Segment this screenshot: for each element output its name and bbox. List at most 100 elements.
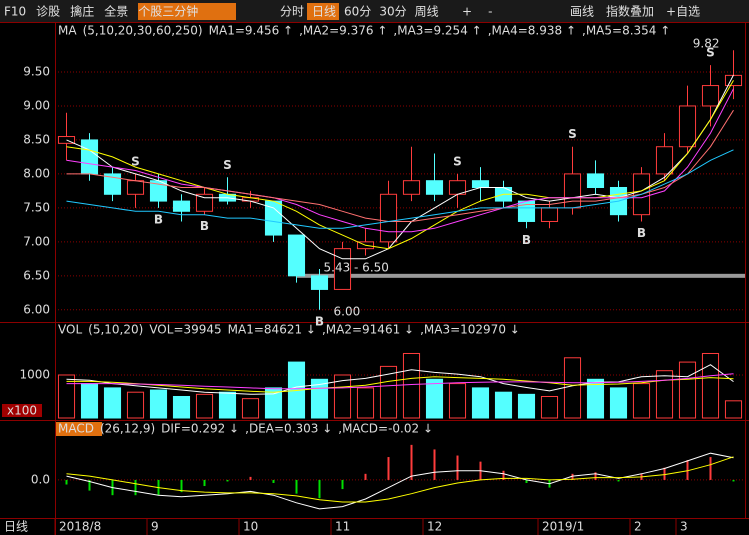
unit-box (2, 404, 42, 417)
candle-body (172, 200, 191, 212)
ma-line (66, 373, 734, 390)
toolbar-button[interactable]: F10 (4, 5, 26, 19)
volume-bar (701, 352, 720, 419)
volume-bar (494, 391, 513, 419)
indicator-params: (5,10,20) (88, 323, 143, 337)
candle-body (563, 173, 582, 209)
candle-body (540, 207, 559, 222)
toolbar-button[interactable]: 指数叠加 (606, 4, 654, 19)
signal-marker: S (223, 158, 232, 172)
footer-period[interactable]: 日线 (4, 520, 28, 534)
volume-bar (57, 374, 76, 419)
volume-bar (586, 378, 605, 419)
volume-bar (632, 383, 651, 419)
candle-body (379, 193, 398, 243)
toolbar-button[interactable]: +自选 (666, 5, 700, 19)
volume-bar (402, 352, 421, 419)
zoom-button[interactable]: - (488, 5, 492, 19)
ma-line (66, 149, 734, 229)
candle-body (425, 180, 444, 195)
legend-entry: ,MA3=102970 ↓ (420, 323, 520, 337)
legend-entry: ,MA2=9.376 ↑ (299, 24, 387, 38)
period-button[interactable]: 30分 (379, 5, 406, 19)
volume-bar (333, 374, 352, 419)
volume-bar (609, 387, 628, 419)
x-tick-label: 10 (243, 520, 258, 534)
volume-bar (471, 387, 490, 419)
candle-body (287, 234, 306, 277)
candle-body (678, 105, 697, 148)
signal-marker: B (637, 226, 646, 240)
signal-marker: S (131, 154, 140, 168)
candle-body (471, 180, 490, 188)
toolbar-button[interactable]: 诊股 (36, 5, 60, 19)
volume-bar (126, 391, 145, 419)
x-tick-label: 9 (151, 520, 159, 534)
toolbar-button[interactable]: 全景 (104, 4, 128, 19)
y-tick-label: 6.00 (23, 302, 50, 316)
candle-body (80, 139, 99, 175)
x-tick-label: 12 (427, 520, 442, 534)
candle-body (103, 173, 122, 195)
volume-bar (149, 389, 168, 419)
unit-label: x100 (7, 404, 37, 418)
volume-bar (678, 361, 697, 419)
candle-body (701, 85, 720, 107)
volume-bar (103, 387, 122, 419)
volume-bar (379, 365, 398, 419)
low-label: 6.00 (334, 304, 361, 318)
legend-entry: ,MA4=8.938 ↑ (488, 24, 576, 38)
candle-body (655, 146, 674, 175)
value-label: VOL=39945 (149, 323, 221, 337)
period-button[interactable]: 周线 (415, 5, 439, 19)
ma-line (66, 456, 734, 503)
toolbar-button[interactable]: 擒庄 (70, 4, 94, 19)
y-tick-label: 9.00 (23, 98, 50, 112)
volume-bar (724, 400, 743, 419)
y-tick-label: 1000 (19, 367, 50, 381)
legend-entry: DIF=0.292 ↓ (161, 422, 239, 436)
ma-line (66, 376, 734, 393)
volume-bar (425, 378, 444, 419)
y-tick-label: 9.50 (23, 64, 50, 78)
x-tick-label: 2 (634, 520, 642, 534)
volume-bar (540, 395, 559, 419)
zoom-button[interactable]: + (462, 5, 472, 19)
ma-line (66, 109, 734, 222)
indicator-name: VOL (58, 323, 82, 337)
legend-entry: MA1=84621 ↓ (228, 323, 316, 337)
period-button[interactable]: 分时 (280, 5, 304, 19)
y-tick-label: 7.00 (23, 234, 50, 248)
y-tick-label: 6.50 (23, 268, 50, 282)
indicator-name: MACD (58, 422, 94, 436)
signal-marker: B (200, 219, 209, 233)
volume-bar (563, 357, 582, 419)
candle-body (402, 180, 421, 195)
legend-entry: ,MA5=8.354 ↑ (582, 24, 670, 38)
candle-body (586, 173, 605, 188)
toolbar-button[interactable]: 画线 (570, 5, 594, 19)
indicator-name: MA (58, 24, 77, 38)
value-label: ,MACD=-0.02 ↓ (338, 422, 433, 436)
volume-bar (264, 387, 283, 419)
indicator-params: (26,12,9) (100, 422, 155, 436)
legend-entry: MA1=9.456 ↑ (209, 24, 293, 38)
period-button[interactable]: 日线 (312, 5, 336, 19)
volume-bar (80, 383, 99, 419)
volume-bar (517, 393, 536, 419)
x-tick-label: 11 (335, 520, 350, 534)
volume-bar (356, 387, 375, 419)
signal-marker: S (453, 154, 462, 168)
range-label: 5.43 - 6.50 (324, 260, 389, 274)
legend-entry: ,MA2=91461 ↓ (322, 323, 414, 337)
indicator-params: (5,10,20,30,60,250) (83, 24, 203, 38)
period-button[interactable]: 60分 (344, 5, 371, 19)
y-tick-label: 8.00 (23, 166, 50, 180)
legend-entry: ,MA3=9.254 ↑ (393, 24, 481, 38)
ma-line (66, 452, 734, 510)
volume-bar (241, 398, 260, 419)
volume-bar (218, 391, 237, 419)
candle-body (126, 180, 145, 195)
toolbar-button[interactable]: 个股三分钟 (138, 4, 198, 19)
